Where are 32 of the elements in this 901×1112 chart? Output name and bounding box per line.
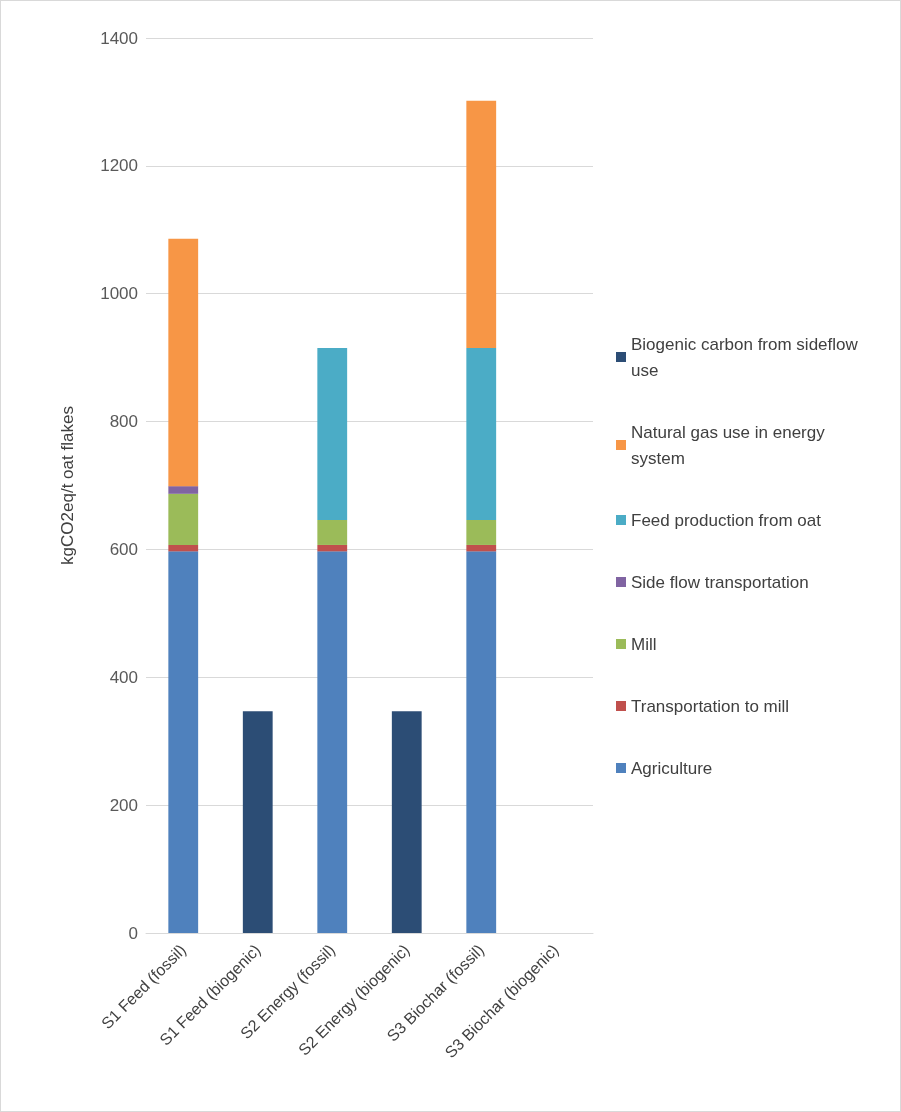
y-tick-label: 200 <box>109 795 138 815</box>
legend-label: Biogenic carbon from sideflow use <box>631 334 863 380</box>
y-axis-title: kgCO2eq/t oat flakes <box>58 406 77 565</box>
bar <box>466 348 497 521</box>
y-tick-label: 1000 <box>100 284 138 304</box>
legend-label: Mill <box>631 634 657 654</box>
bar <box>242 711 273 933</box>
y-tick-label: 1200 <box>100 156 138 176</box>
y-tick-label: 1400 <box>100 28 138 48</box>
bar <box>466 520 497 545</box>
bar <box>391 711 422 933</box>
legend-label: Agriculture <box>631 758 713 778</box>
y-tick-label: 400 <box>109 667 138 687</box>
bar <box>168 493 199 545</box>
bar <box>317 348 348 521</box>
y-tick-label: 800 <box>109 412 138 432</box>
y-tick-label: 600 <box>109 539 138 559</box>
legend-label: Feed production from oat <box>631 510 822 530</box>
legend-label: Transportation to mill <box>631 696 790 716</box>
bar <box>317 520 348 545</box>
legend-label: Natural gas use in energy system <box>631 422 830 468</box>
bar <box>466 544 497 552</box>
bar <box>466 551 497 933</box>
y-tick-label: 0 <box>128 923 138 943</box>
bar <box>168 544 199 552</box>
bar <box>317 544 348 552</box>
bar <box>317 551 348 933</box>
bar <box>168 551 199 933</box>
legend-label: Side flow transportation <box>631 572 809 592</box>
bar <box>168 238 199 487</box>
bar <box>168 486 199 494</box>
bar <box>466 100 497 349</box>
